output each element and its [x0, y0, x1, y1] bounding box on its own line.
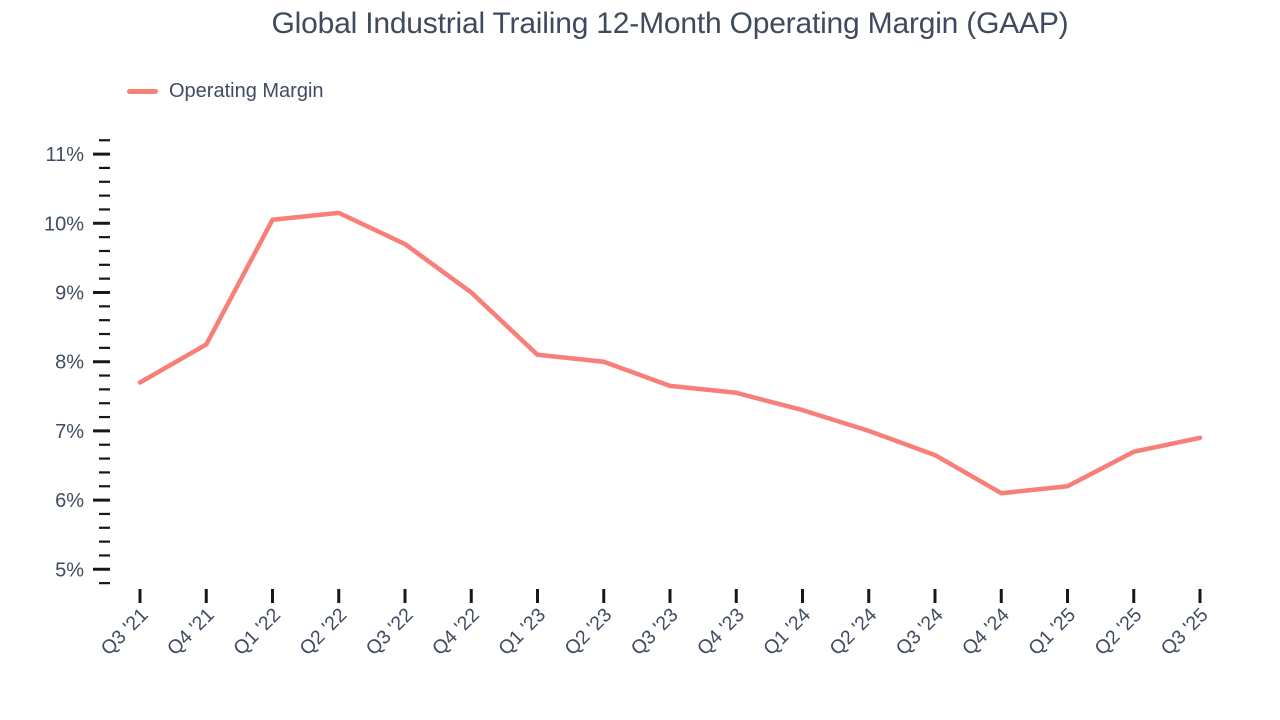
legend[interactable]: Operating Margin [127, 80, 324, 103]
legend-line-swatch [127, 89, 158, 94]
x-axis-label: Q1 '23 [494, 604, 550, 660]
x-axis-label: Q4 '21 [163, 604, 219, 660]
x-axis-label: Q3 '25 [1157, 604, 1213, 660]
x-axis-label: Q3 '21 [97, 604, 153, 660]
x-axis-label: Q2 '24 [826, 604, 882, 660]
y-axis-label: 10% [44, 213, 84, 235]
x-axis-label: Q2 '23 [561, 604, 617, 660]
chart-title: Global Industrial Trailing 12-Month Oper… [271, 7, 1069, 40]
x-axis-label: Q1 '22 [229, 604, 285, 660]
y-axis-label: 11% [45, 144, 84, 166]
y-axis-label: 8% [55, 352, 84, 374]
x-axis-label: Q2 '22 [296, 604, 352, 660]
x-axis-label: Q4 '23 [693, 604, 749, 660]
y-axis-label: 5% [55, 559, 84, 581]
x-axis-label: Q3 '22 [362, 604, 418, 660]
y-axis-label: 9% [55, 283, 84, 305]
x-axis-label: Q4 '22 [428, 604, 484, 660]
x-axis-label: Q3 '24 [892, 604, 948, 660]
y-axis-label: 6% [55, 490, 84, 512]
x-axis-label: Q3 '23 [627, 604, 683, 660]
legend-label: Operating Margin [169, 80, 324, 102]
operating-margin-line [137, 210, 1203, 496]
x-axis-label: Q2 '25 [1091, 604, 1147, 660]
x-axis-label: Q1 '24 [759, 604, 815, 660]
x-axis-label: Q4 '24 [958, 604, 1014, 660]
y-axis-label: 7% [55, 421, 84, 443]
x-axis-label: Q1 '25 [1024, 604, 1080, 660]
